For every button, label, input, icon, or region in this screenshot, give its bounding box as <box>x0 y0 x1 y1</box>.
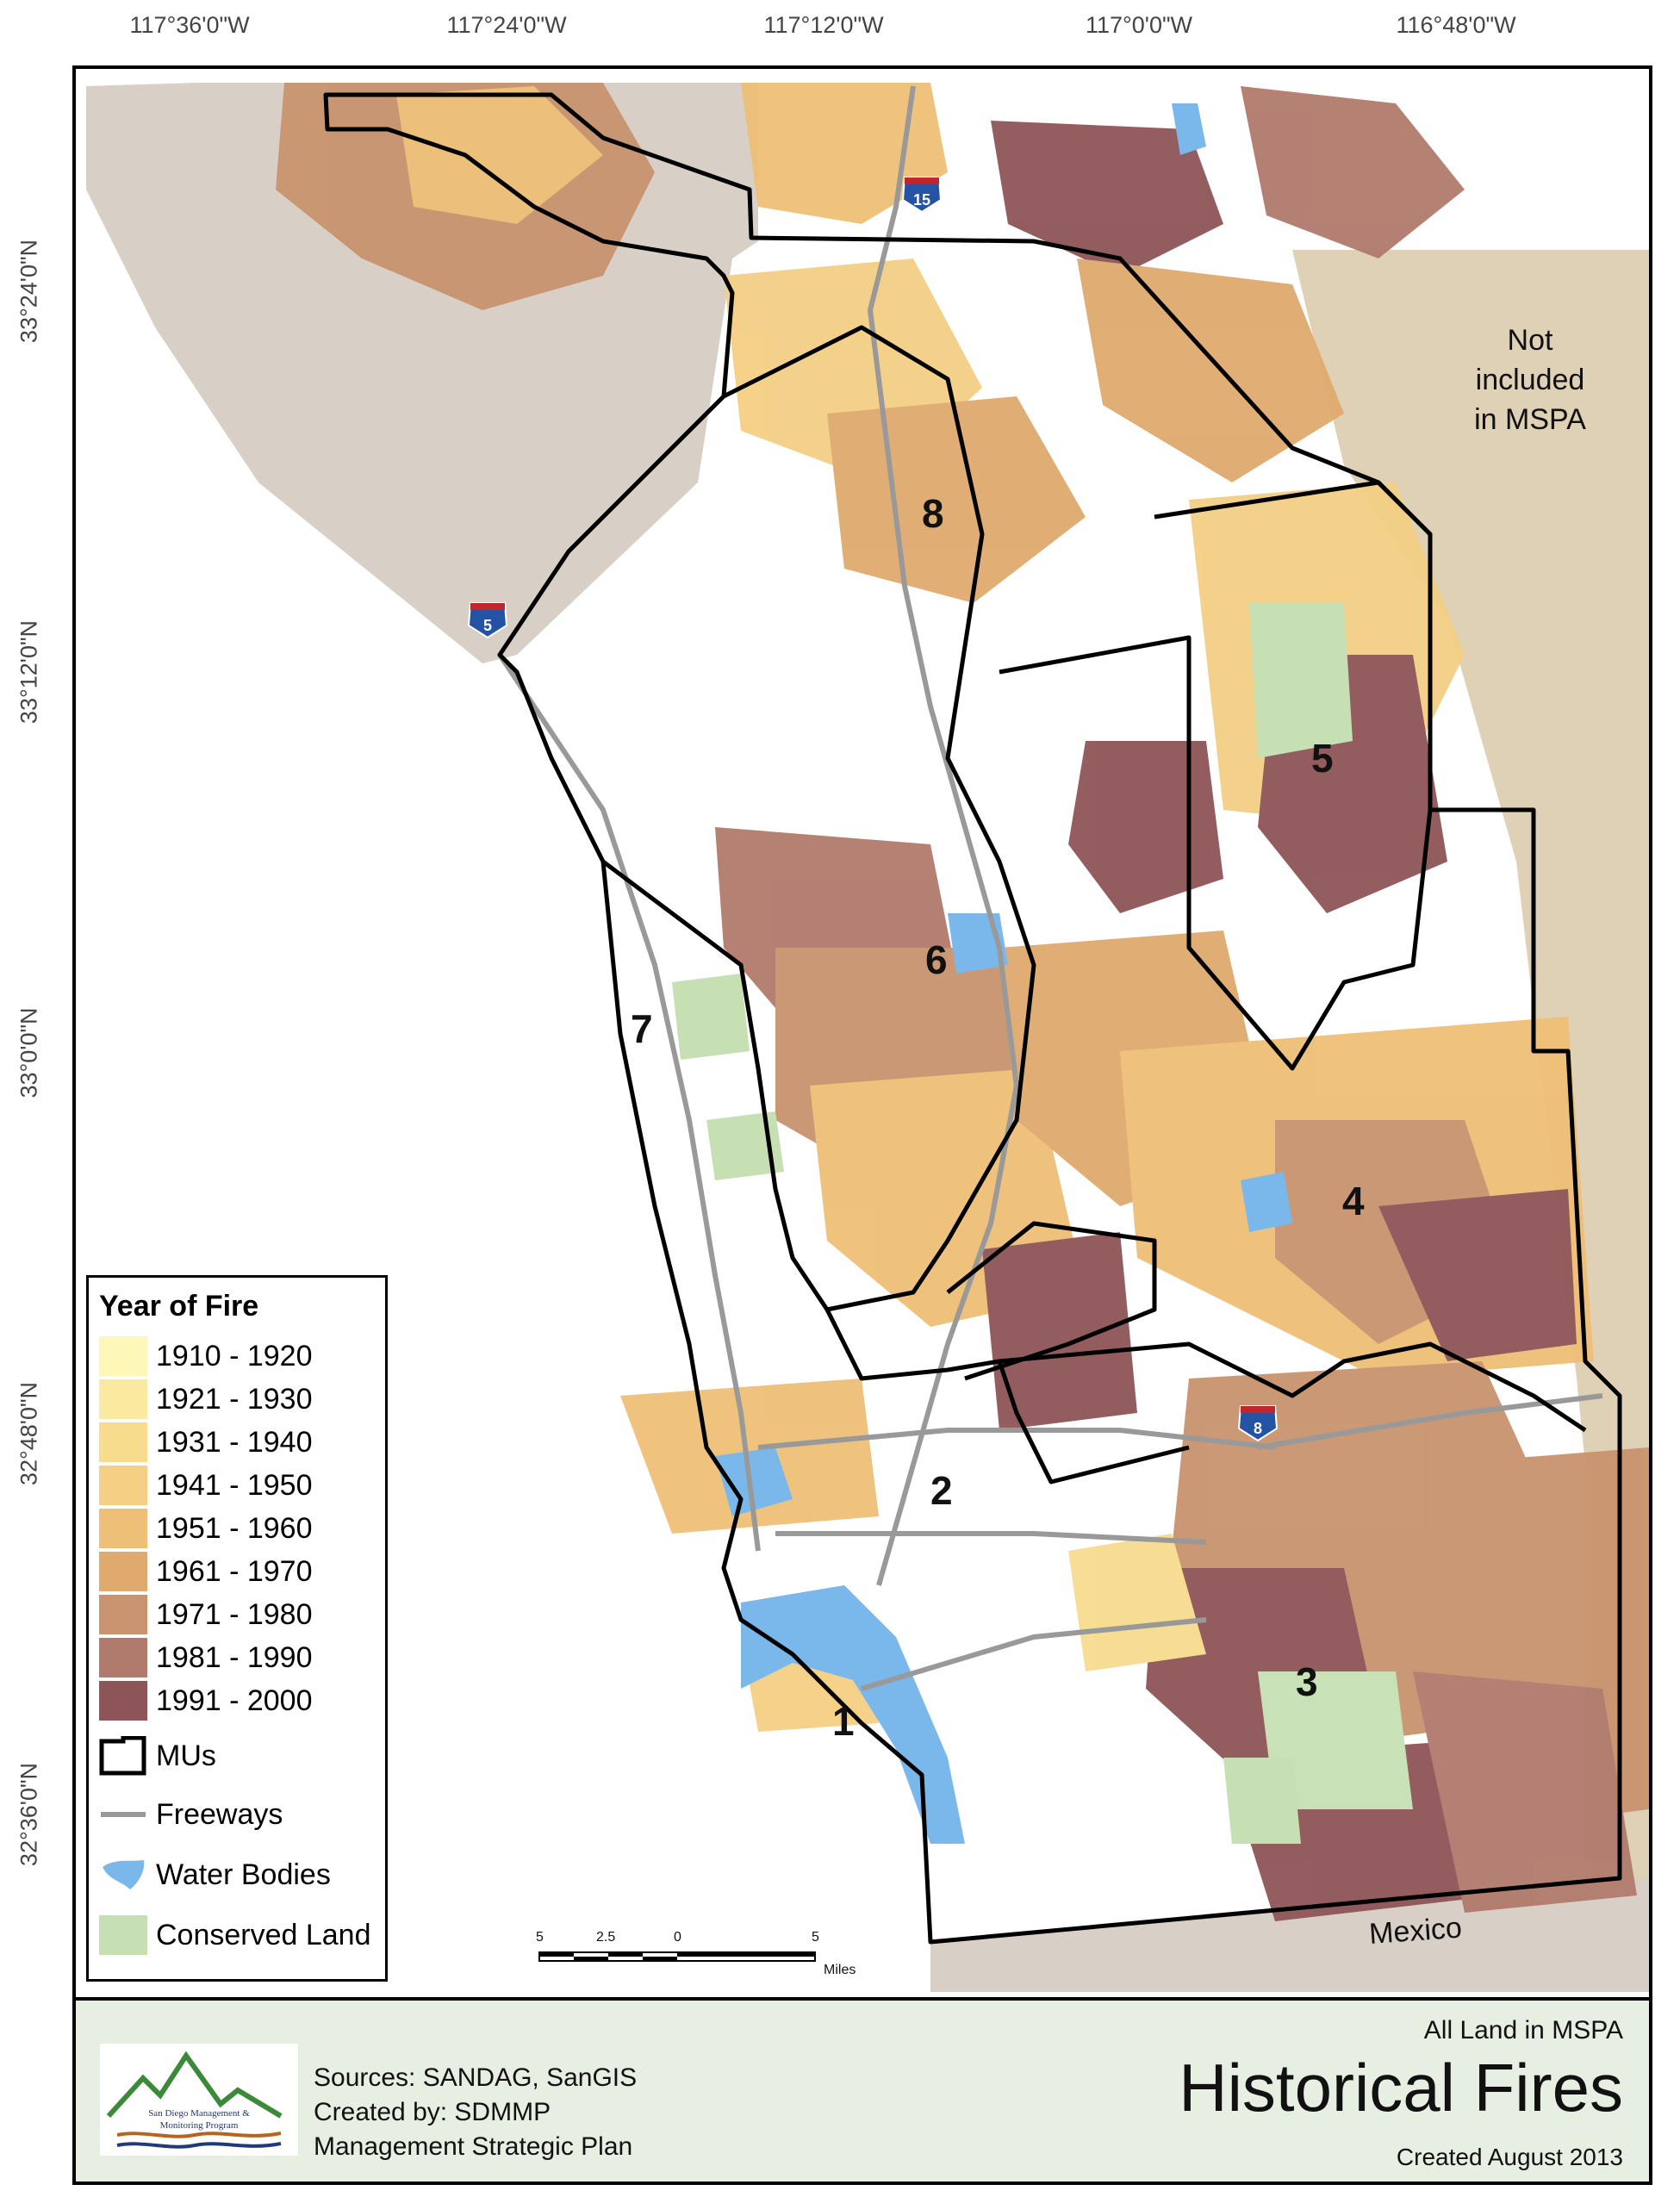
legend-item-conserved: Conserved Land <box>99 1915 375 1958</box>
credits-line: Created by: SDMMP <box>314 2098 551 2126</box>
mu-boundaries-layer <box>323 92 1622 1945</box>
mu-label: 2 <box>930 1468 953 1513</box>
scale-tick-label: 0 <box>674 1930 681 1945</box>
credits: Sources: SANDAG, SanGIS Created by: SDMM… <box>314 2061 637 2164</box>
fire-year-swatch <box>99 1681 147 1721</box>
legend-item-fire-year: 1951 - 1960 <box>99 1509 375 1552</box>
map-title: Historical Fires <box>1179 2050 1623 2125</box>
legend-item-fire-year: 1910 - 1920 <box>99 1336 375 1379</box>
legend-label: 1921 - 1930 <box>156 1383 313 1416</box>
svg-text:5: 5 <box>483 617 492 634</box>
fire-year-swatch <box>99 1552 147 1591</box>
legend-label: Water Bodies <box>156 1858 331 1891</box>
longitude-label: 117°24'0"W <box>446 12 567 38</box>
legend-label: 1981 - 1990 <box>156 1641 313 1674</box>
fire-year-swatch <box>99 1466 147 1505</box>
mu-label: 6 <box>925 937 948 982</box>
legend-item-mus: MUs <box>99 1736 375 1779</box>
fire-year-swatch <box>99 1422 147 1462</box>
legend-label: Freeways <box>156 1798 283 1831</box>
conserved-land-icon <box>99 1915 147 1955</box>
svg-text:15: 15 <box>913 191 930 208</box>
legend-label: 1931 - 1940 <box>156 1426 313 1459</box>
legend-label: 1971 - 1980 <box>156 1598 313 1631</box>
svg-text:Monitoring Program: Monitoring Program <box>160 2120 239 2131</box>
longitude-label: 116°48'0"W <box>1396 12 1516 38</box>
freeways-layer <box>497 85 1603 1691</box>
mu-label: 7 <box>631 1006 653 1051</box>
mu-label: 4 <box>1342 1179 1365 1223</box>
map-subtitle: All Land in MSPA <box>1423 2016 1623 2045</box>
fire-year-swatch <box>99 1509 147 1548</box>
legend-label: MUs <box>156 1740 216 1772</box>
longitude-label: 117°36'0"W <box>129 12 250 38</box>
legend-item-water: Water Bodies <box>99 1855 375 1898</box>
legend-item-fire-year: 1981 - 1990 <box>99 1638 375 1681</box>
not-included-label: included <box>1476 364 1585 396</box>
conserved-land-layer <box>672 603 1353 1844</box>
excluded-area-east <box>1292 250 1649 1964</box>
scale-tick-label: 2.5 <box>596 1930 616 1945</box>
legend-item-fire-year: 1921 - 1930 <box>99 1379 375 1422</box>
legend-label: 1991 - 2000 <box>156 1684 313 1717</box>
scale-tick-label: 5 <box>536 1930 544 1945</box>
created-date: Created August 2013 <box>1396 2144 1623 2170</box>
mu-label: 5 <box>1311 736 1334 781</box>
legend-item-fire-year: 1931 - 1940 <box>99 1422 375 1466</box>
svg-text:8: 8 <box>1254 1420 1262 1437</box>
longitude-label: 117°0'0"W <box>1085 12 1193 38</box>
legend-label: 1910 - 1920 <box>156 1340 313 1372</box>
map-frame <box>72 65 1652 2185</box>
legend-item-fire-year: 1961 - 1970 <box>99 1552 375 1595</box>
legend: Year of Fire 1910 - 1920 1921 - 1930 1931 … <box>86 1275 388 1982</box>
svg-text:San Diego Management &: San Diego Management & <box>148 2108 250 2119</box>
mexico-label: Mexico <box>1368 1912 1463 1951</box>
mu-boundary-icon <box>99 1736 146 1776</box>
scale-bar <box>538 1951 816 1962</box>
credits-line: Management Strategic Plan <box>314 2132 633 2161</box>
scale-unit-label: Miles <box>824 1963 856 1977</box>
sdmmp-logo: San Diego Management & Monitoring Progra… <box>100 2044 298 2156</box>
scale-tick-label: 5 <box>812 1930 819 1945</box>
interstate-shield-icon: 8 <box>1237 1405 1279 1442</box>
legend-label: 1941 - 1950 <box>156 1469 313 1502</box>
legend-label: Conserved Land <box>156 1919 371 1951</box>
title-block: San Diego Management & Monitoring Progra… <box>76 1997 1649 2181</box>
legend-item-fire-year: 1941 - 1950 <box>99 1466 375 1509</box>
not-included-label: in MSPA <box>1474 403 1586 436</box>
credits-line: Sources: SANDAG, SanGIS <box>314 2063 638 2092</box>
legend-label: 1951 - 1960 <box>156 1512 313 1545</box>
mu-label: 8 <box>922 491 944 536</box>
not-included-label: Not <box>1508 324 1553 357</box>
interstate-shield-icon: 15 <box>901 177 943 214</box>
legend-label: 1961 - 1970 <box>156 1555 313 1588</box>
legend-item-fire-year: 1991 - 2000 <box>99 1681 375 1724</box>
fire-year-swatch <box>99 1638 147 1677</box>
legend-item-fire-year: 1971 - 1980 <box>99 1595 375 1638</box>
mu-label: 3 <box>1296 1659 1318 1704</box>
longitude-label: 117°12'0"W <box>763 12 884 38</box>
fire-year-swatch <box>99 1336 147 1376</box>
legend-item-freeways: Freeways <box>99 1795 375 1838</box>
freeway-line-icon <box>101 1812 146 1817</box>
fire-year-swatch <box>99 1595 147 1634</box>
fire-year-swatch <box>99 1379 147 1419</box>
water-body-icon <box>103 1860 145 1889</box>
mu-label: 1 <box>832 1699 855 1744</box>
interstate-shield-icon: 5 <box>467 602 508 639</box>
legend-title: Year of Fire <box>99 1290 259 1323</box>
